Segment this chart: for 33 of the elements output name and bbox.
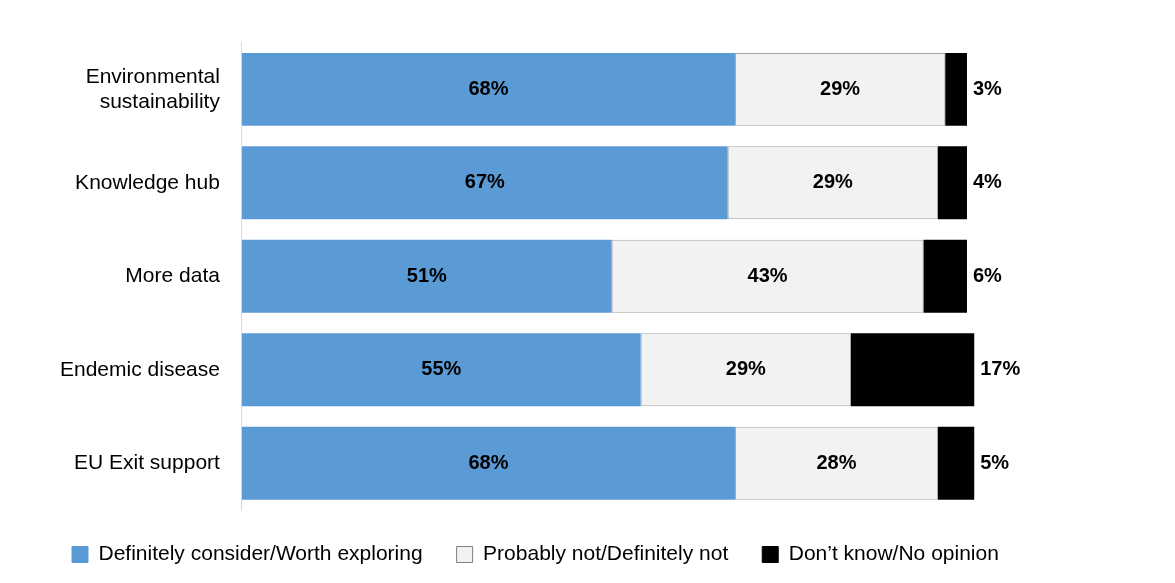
data-label: 29%	[725, 357, 767, 380]
bar	[945, 52, 967, 126]
data-label: 51%	[406, 263, 448, 286]
data-label: 29%	[820, 76, 861, 99]
data-label: 29%	[812, 170, 854, 193]
bar	[241, 52, 735, 126]
data-label: 55%	[421, 357, 462, 380]
data-label: 5%	[980, 450, 1010, 473]
y-tick-label: More data	[125, 263, 221, 287]
data-label: 3%	[972, 76, 1003, 99]
bar	[241, 239, 612, 313]
data-label: 68%	[468, 450, 509, 473]
bar	[850, 333, 975, 407]
y-tick-label: Endemic disease	[60, 356, 220, 380]
bar	[923, 239, 967, 313]
data-label: 28%	[816, 450, 857, 473]
data-label: 68%	[468, 76, 509, 99]
y-tick-label: Knowledge hub	[75, 169, 220, 193]
bar	[241, 426, 735, 500]
bar	[241, 333, 641, 407]
data-label: 4%	[972, 170, 1003, 193]
data-label: 43%	[747, 263, 788, 286]
legend-label: Probably not/Definitely not	[483, 541, 729, 565]
legend-label: Don’t know/No opinion	[788, 541, 999, 565]
bar	[937, 426, 975, 500]
bar	[937, 146, 967, 220]
y-tick-label: EU Exit support	[74, 450, 221, 474]
bar	[241, 146, 728, 220]
data-label: 67%	[464, 170, 506, 193]
data-label: 17%	[980, 357, 1021, 380]
data-label: 6%	[972, 263, 1003, 286]
legend-label: Definitely consider/Worth exploring	[98, 541, 423, 565]
y-tick-label: Environmental sustainability	[85, 63, 221, 112]
